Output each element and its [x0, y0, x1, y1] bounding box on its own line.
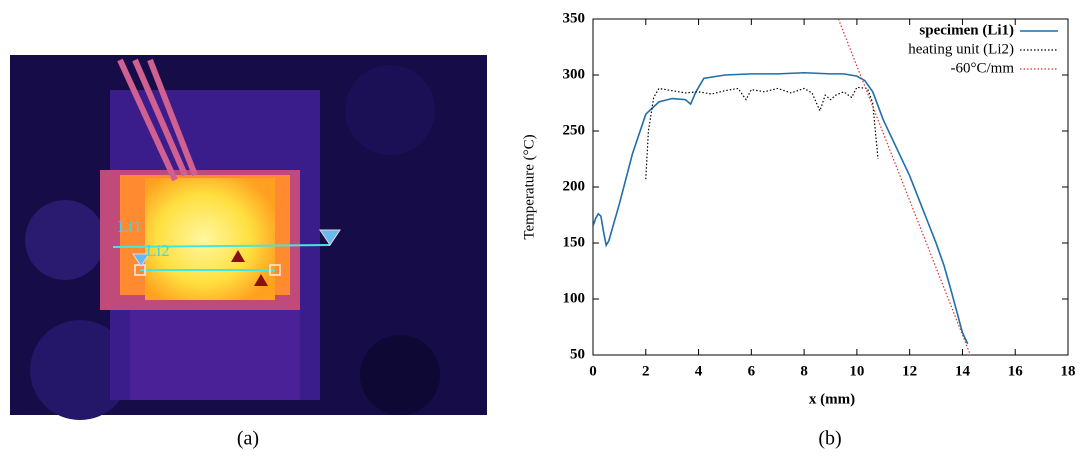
- y-tick-label: 100: [563, 290, 586, 306]
- y-tick-label: 200: [563, 178, 586, 194]
- x-tick-label: 6: [748, 363, 756, 379]
- y-tick-label: 300: [563, 66, 586, 82]
- thermal-image: Li1 Li2: [10, 55, 487, 420]
- x-tick-label: 0: [589, 363, 597, 379]
- legend-label: heating unit (Li2): [908, 41, 1014, 57]
- y-tick-label: 50: [570, 346, 585, 362]
- y-tick-label: 150: [563, 234, 586, 250]
- x-tick-label: 8: [800, 363, 808, 379]
- y-axis-label: Temperature (°C): [521, 134, 537, 239]
- x-tick-label: 10: [849, 363, 864, 379]
- x-axis-label: x (mm): [809, 391, 855, 407]
- line-label: Li1: [118, 217, 142, 236]
- x-tick-label: 12: [902, 363, 917, 379]
- legend-label: -60°C/mm: [950, 60, 1014, 76]
- x-tick-label: 4: [695, 363, 703, 379]
- caption: (b): [818, 428, 841, 450]
- series-line: [593, 71, 969, 345]
- y-tick-label: 350: [563, 10, 586, 26]
- x-tick-label: 2: [642, 363, 650, 379]
- x-tick-label: 14: [955, 363, 971, 379]
- y-tick-label: 250: [563, 122, 586, 138]
- series-line: [837, 19, 971, 355]
- x-tick-label: 16: [1008, 363, 1024, 379]
- x-tick-label: 18: [1061, 363, 1076, 379]
- caption: (a): [237, 428, 259, 450]
- legend-label: specimen (Li1): [919, 22, 1014, 38]
- series-line: [645, 86, 879, 180]
- line-label: Li2: [146, 241, 170, 260]
